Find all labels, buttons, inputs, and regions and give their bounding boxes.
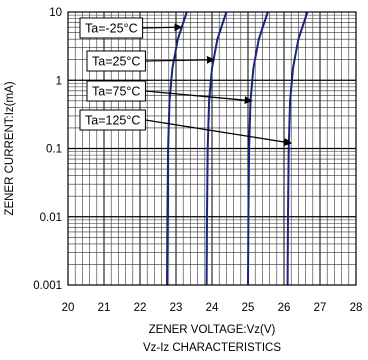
y-axis-label: ZENER CURRENT:Iz(mA): [4, 81, 16, 215]
annotation-text: Ta=125°C: [85, 114, 140, 128]
y-tick-label: 0.001: [33, 280, 62, 292]
annotation-label: Ta=75°C: [86, 80, 146, 102]
tick-labels: 20 21 22 23 24 25 26 27 28 0.001 0.01 0.1 1 10: [33, 7, 362, 314]
x-tick-label: 23: [170, 302, 183, 314]
x-tick-label: 24: [206, 302, 219, 314]
annotation-text: Ta=75°C: [92, 85, 140, 99]
chart-title: Vz-Iz CHARACTERISTICS: [143, 342, 281, 354]
x-tick-label: 26: [278, 302, 291, 314]
plot-frame: [67, 11, 357, 286]
x-tick-label: 22: [134, 302, 147, 314]
x-tick-label: 21: [98, 302, 111, 314]
annotation-text: Ta=-25°C: [85, 22, 138, 36]
y-tick-label: 1: [56, 75, 62, 87]
annotation-arrow: [145, 90, 253, 105]
series-line: [205, 11, 228, 286]
x-tick-label: 25: [242, 302, 255, 314]
y-tick-label: 0.1: [46, 144, 62, 156]
annotation-arrow: [145, 55, 215, 64]
annotation-arrow: [145, 119, 293, 146]
y-tick-label: 0.01: [40, 212, 62, 224]
annotation-label: Ta=25°C: [86, 50, 146, 72]
x-tick-label: 20: [62, 302, 75, 314]
annotation-label: Ta=125°C: [79, 109, 146, 131]
y-tick-label: 10: [49, 7, 62, 19]
series-line: [286, 11, 309, 286]
x-tick-label: 28: [350, 302, 363, 314]
annotation-arrow: [142, 23, 183, 32]
x-tick-label: 27: [314, 302, 327, 314]
series-line: [166, 11, 188, 286]
annotation-text: Ta=25°C: [92, 55, 140, 69]
annotation-label: Ta=-25°C: [79, 17, 144, 39]
annotations: Ta=-25°C Ta=25°C Ta=75°C Ta=125°C: [79, 17, 293, 146]
x-axis-label: ZENER VOLTAGE:Vz(V): [149, 324, 276, 336]
